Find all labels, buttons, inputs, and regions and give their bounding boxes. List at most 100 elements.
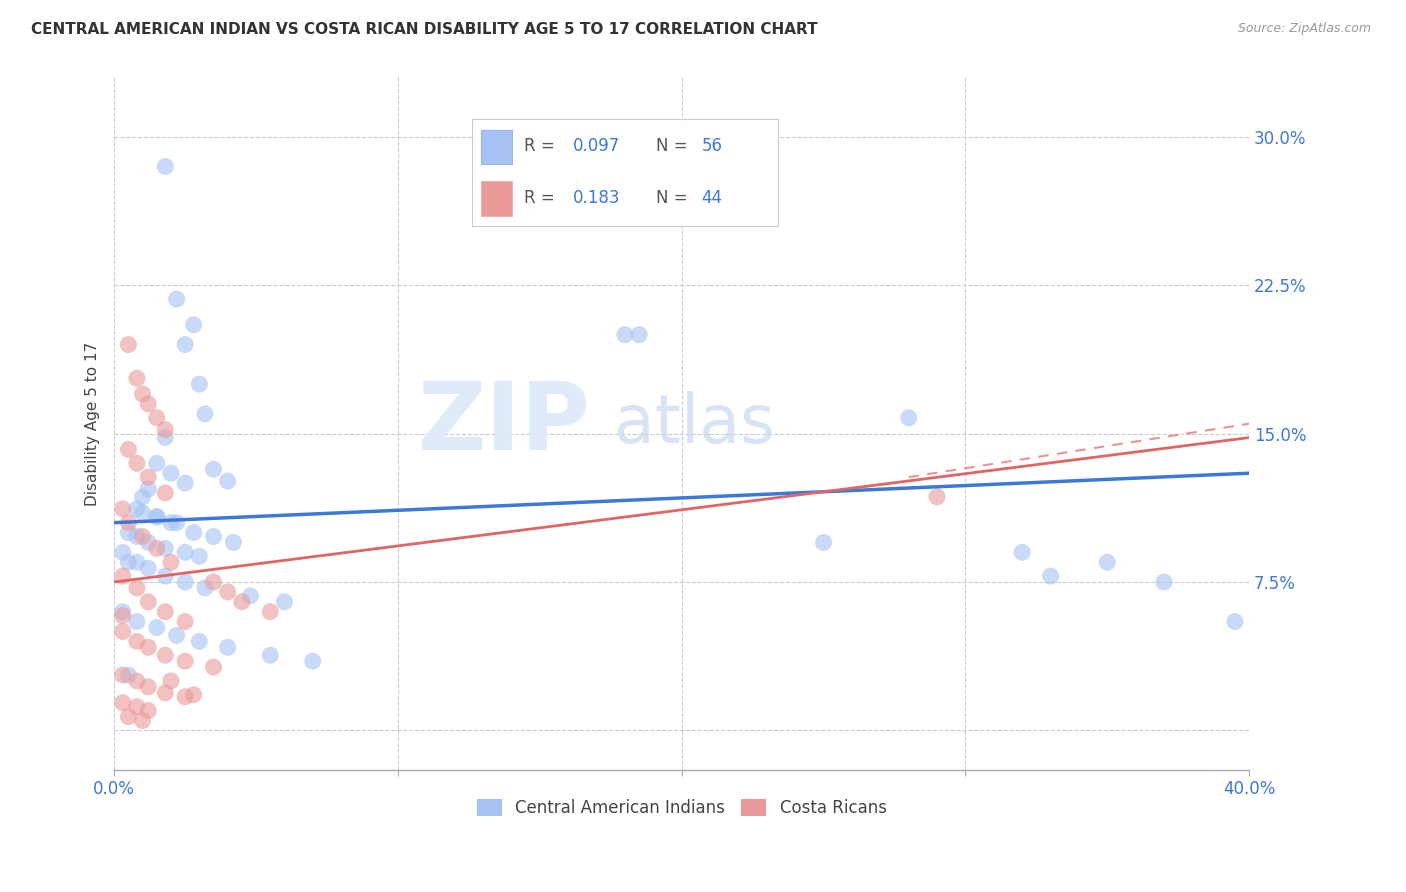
Point xyxy=(259,648,281,663)
Point xyxy=(155,486,177,500)
Point xyxy=(166,292,188,306)
Point xyxy=(111,668,134,682)
Point xyxy=(188,377,211,392)
Y-axis label: Disability Age 5 to 17: Disability Age 5 to 17 xyxy=(86,342,100,506)
Point xyxy=(117,555,139,569)
Point xyxy=(188,549,211,564)
Point xyxy=(160,516,183,530)
Point xyxy=(301,654,323,668)
Point xyxy=(897,410,920,425)
Point xyxy=(125,501,148,516)
Point xyxy=(188,634,211,648)
Point xyxy=(145,456,167,470)
Point xyxy=(125,529,148,543)
Point xyxy=(174,545,197,559)
Point xyxy=(1153,574,1175,589)
Point xyxy=(136,595,159,609)
Point xyxy=(136,680,159,694)
Point xyxy=(925,490,948,504)
Point xyxy=(125,673,148,688)
Legend: Central American Indians, Costa Ricans: Central American Indians, Costa Ricans xyxy=(470,792,893,824)
Point xyxy=(117,516,139,530)
Point xyxy=(1039,569,1062,583)
Point xyxy=(174,337,197,351)
Point xyxy=(160,673,183,688)
Text: ZIP: ZIP xyxy=(418,377,591,470)
Point xyxy=(145,410,167,425)
Point xyxy=(155,541,177,556)
Point xyxy=(125,581,148,595)
Point xyxy=(202,529,225,543)
Point xyxy=(131,714,153,728)
Point xyxy=(217,640,239,655)
Point xyxy=(111,696,134,710)
Point xyxy=(136,470,159,484)
Point xyxy=(259,605,281,619)
Text: CENTRAL AMERICAN INDIAN VS COSTA RICAN DISABILITY AGE 5 TO 17 CORRELATION CHART: CENTRAL AMERICAN INDIAN VS COSTA RICAN D… xyxy=(31,22,817,37)
Point xyxy=(125,456,148,470)
Point xyxy=(174,574,197,589)
Point xyxy=(166,628,188,642)
Point xyxy=(111,608,134,623)
Text: Source: ZipAtlas.com: Source: ZipAtlas.com xyxy=(1237,22,1371,36)
Point xyxy=(1011,545,1033,559)
Point xyxy=(117,337,139,351)
Point xyxy=(131,506,153,520)
Point xyxy=(131,490,153,504)
Point xyxy=(155,569,177,583)
Point xyxy=(136,640,159,655)
Point xyxy=(628,327,651,342)
Point xyxy=(217,585,239,599)
Point xyxy=(166,516,188,530)
Point xyxy=(117,442,139,457)
Point xyxy=(155,605,177,619)
Point xyxy=(117,709,139,723)
Point xyxy=(125,371,148,385)
Point xyxy=(160,466,183,480)
Point xyxy=(125,634,148,648)
Point xyxy=(222,535,245,549)
Point xyxy=(174,690,197,704)
Point xyxy=(231,595,253,609)
Point xyxy=(131,529,153,543)
Point xyxy=(136,561,159,575)
Point xyxy=(111,624,134,639)
Point xyxy=(117,668,139,682)
Point xyxy=(217,474,239,488)
Point xyxy=(136,397,159,411)
Point xyxy=(273,595,295,609)
Point xyxy=(111,569,134,583)
Point xyxy=(174,615,197,629)
Point xyxy=(125,699,148,714)
Point xyxy=(174,654,197,668)
Point xyxy=(813,535,835,549)
Point xyxy=(1223,615,1246,629)
Point xyxy=(202,660,225,674)
Point xyxy=(131,387,153,401)
Point xyxy=(145,621,167,635)
Point xyxy=(155,431,177,445)
Point xyxy=(111,605,134,619)
Point xyxy=(145,509,167,524)
Point xyxy=(202,574,225,589)
Point xyxy=(136,704,159,718)
Point xyxy=(202,462,225,476)
Point xyxy=(183,525,205,540)
Point xyxy=(194,407,217,421)
Point xyxy=(155,160,177,174)
Point xyxy=(613,327,636,342)
Point xyxy=(194,581,217,595)
Point xyxy=(125,615,148,629)
Point xyxy=(1097,555,1119,569)
Point xyxy=(160,555,183,569)
Point xyxy=(117,525,139,540)
Point xyxy=(111,545,134,559)
Point xyxy=(183,688,205,702)
Point xyxy=(239,589,262,603)
Point xyxy=(145,541,167,556)
Point xyxy=(145,509,167,524)
Point xyxy=(174,476,197,491)
Text: atlas: atlas xyxy=(613,391,775,457)
Point xyxy=(155,686,177,700)
Point xyxy=(136,482,159,496)
